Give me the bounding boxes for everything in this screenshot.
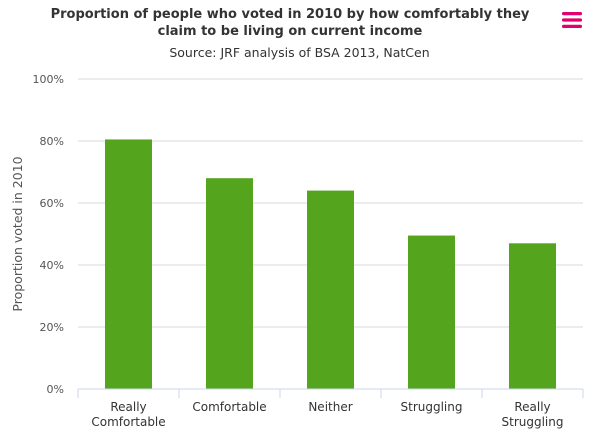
x-tick-label: Struggling [401, 400, 463, 414]
y-tick-label: 0% [47, 383, 64, 396]
bar [307, 190, 354, 389]
x-tick-label: Neither [308, 400, 352, 414]
chart-title: Proportion of people who voted in 2010 b… [50, 7, 530, 39]
x-tick-label: Really Comfortable [91, 400, 165, 429]
y-axis-title: Proportion voted in 2010 [10, 156, 25, 311]
y-tick-label: 20% [40, 321, 64, 334]
y-tick-label: 80% [40, 135, 64, 148]
y-tick-label: 60% [40, 197, 64, 210]
x-tick-label: Comfortable [192, 400, 266, 414]
y-tick-label: 100% [33, 73, 64, 86]
x-tick-label: Really Struggling [502, 400, 564, 429]
hamburger-menu-icon[interactable] [560, 9, 584, 31]
bar [105, 139, 152, 389]
y-tick-label: 40% [40, 259, 64, 272]
bar [206, 178, 253, 389]
bar [408, 235, 455, 389]
chart-subtitle: Source: JRF analysis of BSA 2013, NatCen [169, 45, 430, 60]
bar [509, 243, 556, 389]
